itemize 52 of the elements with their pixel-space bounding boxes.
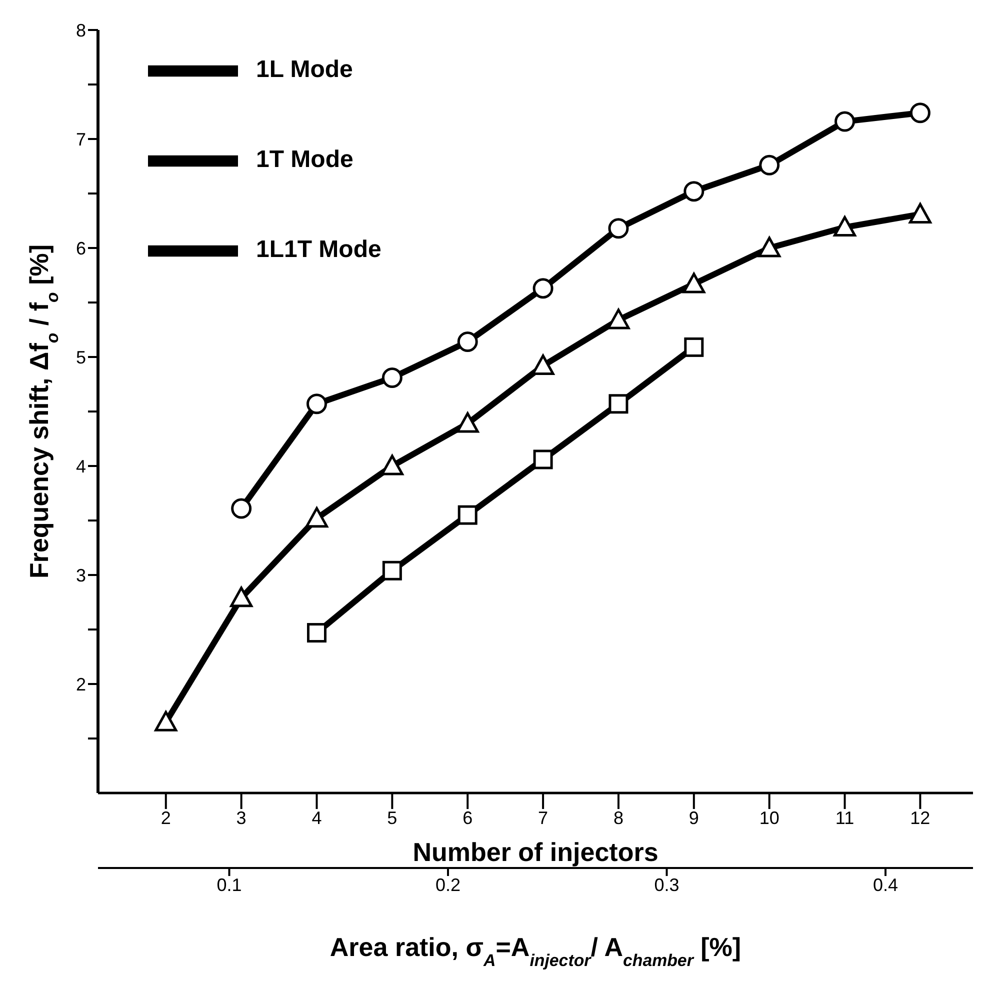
point bbox=[608, 218, 629, 239]
point bbox=[682, 272, 706, 294]
point bbox=[758, 236, 781, 258]
point bbox=[306, 507, 328, 528]
y-tick-label: 4 bbox=[76, 456, 86, 476]
y-tick-label: 5 bbox=[76, 347, 86, 368]
point bbox=[230, 586, 253, 608]
x-tick-label: 10 bbox=[759, 808, 780, 828]
x2-tick-label: 0.1 bbox=[216, 874, 242, 895]
x-tick-label: 5 bbox=[387, 808, 398, 828]
y-tick-label: 2 bbox=[76, 674, 86, 694]
x2-tick-label: 0.3 bbox=[654, 874, 680, 895]
point bbox=[910, 102, 930, 124]
point bbox=[759, 154, 780, 176]
point bbox=[533, 450, 553, 470]
point bbox=[154, 710, 178, 732]
legend-label: 1L1T Mode bbox=[256, 236, 382, 264]
x2-tick-label: 0.2 bbox=[435, 874, 461, 895]
point bbox=[306, 394, 327, 414]
y-tick-label: 7 bbox=[76, 129, 86, 150]
x-tick-label: 8 bbox=[613, 808, 624, 828]
x-tick-label: 7 bbox=[538, 808, 548, 828]
point bbox=[307, 623, 326, 643]
x-tick-label: 11 bbox=[835, 808, 854, 828]
x-tick-label: 6 bbox=[462, 808, 473, 828]
legend-label: 1L Mode bbox=[256, 56, 353, 84]
point bbox=[456, 412, 479, 433]
point bbox=[607, 308, 630, 330]
y-tick-label: 8 bbox=[76, 20, 86, 40]
legend-label: 1T Mode bbox=[256, 146, 354, 174]
point bbox=[908, 202, 932, 224]
x-tick-label: 12 bbox=[910, 808, 930, 828]
point bbox=[608, 394, 628, 414]
point bbox=[834, 216, 856, 237]
x-tick-label: 4 bbox=[312, 808, 322, 828]
x2-tick-label: 0.4 bbox=[872, 874, 898, 895]
x-axis-title: Number of injectors bbox=[412, 837, 658, 867]
point bbox=[684, 337, 704, 357]
point bbox=[231, 498, 252, 519]
point bbox=[834, 111, 856, 132]
point bbox=[684, 181, 704, 202]
y-tick-label: 3 bbox=[76, 565, 86, 586]
y-tick-label: 6 bbox=[76, 238, 86, 258]
point bbox=[382, 560, 402, 580]
x2-axis-title: Area ratio, σ$_{A}$=A$_{injector}$/ A$_{chamber}$ [%] bbox=[330, 932, 742, 970]
x-tick-label: 2 bbox=[160, 808, 171, 828]
point bbox=[532, 278, 554, 299]
point bbox=[458, 505, 478, 525]
x-tick-label: 9 bbox=[688, 808, 699, 828]
point bbox=[457, 331, 478, 352]
point bbox=[382, 367, 402, 388]
x-tick-label: 3 bbox=[236, 808, 246, 828]
